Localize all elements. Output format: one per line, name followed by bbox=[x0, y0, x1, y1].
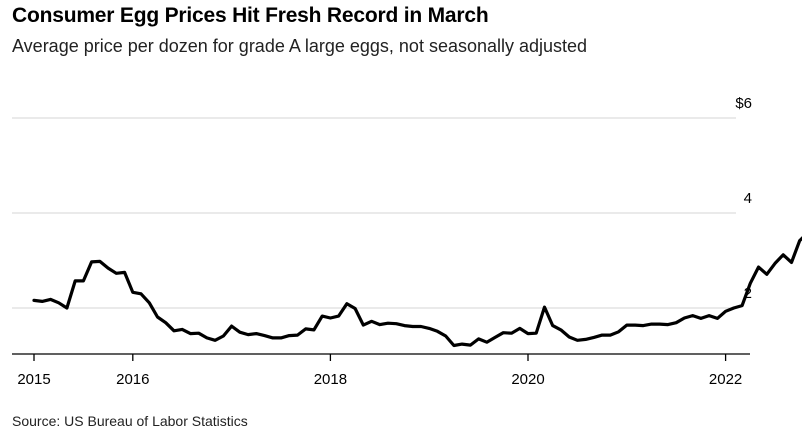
grid-lines bbox=[12, 117, 736, 309]
x-axis-ticks: 201520162018202020222024 bbox=[17, 354, 742, 388]
chart-subtitle: Average price per dozen for grade A larg… bbox=[12, 36, 588, 56]
chart-title: Consumer Egg Prices Hit Fresh Record in … bbox=[12, 4, 489, 27]
x-tick-label: 2020 bbox=[511, 371, 544, 388]
y-axis-ticks: 24$6 bbox=[735, 95, 752, 302]
y-tick-label: 4 bbox=[744, 190, 752, 207]
source-note: Source: US Bureau of Labor Statistics bbox=[12, 413, 248, 429]
x-tick-label: 2018 bbox=[314, 371, 347, 388]
x-tick-label: 2016 bbox=[116, 371, 149, 388]
series-line-0 bbox=[32, 236, 802, 348]
series-layer bbox=[32, 236, 802, 348]
y-tick-label: $6 bbox=[735, 95, 752, 112]
x-tick-label: 2022 bbox=[709, 371, 742, 388]
x-tick-label: 2015 bbox=[17, 371, 50, 388]
